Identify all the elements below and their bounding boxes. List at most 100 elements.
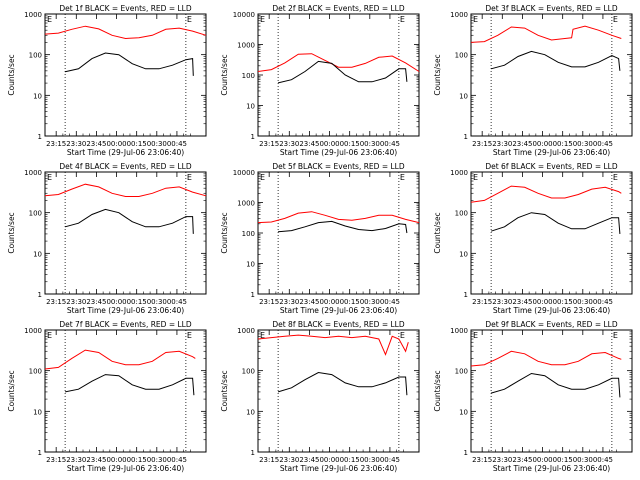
y-tick-label: 10	[459, 92, 468, 100]
e-marker-left: E	[47, 331, 52, 340]
e-marker-right: E	[613, 173, 618, 182]
y-tick-label: 1000	[450, 327, 468, 335]
y-tick-label: 10	[33, 92, 42, 100]
chart-panel-1: Det 1f BLACK = Events, RED = LLD 1 10 100 10…	[7, 4, 207, 157]
e-marker-left: E	[47, 15, 52, 24]
x-tick-label: 00:30	[573, 140, 593, 148]
plot-frame	[44, 171, 207, 295]
y-tick-label: 100	[455, 210, 468, 218]
x-tick-label: 00:00	[532, 456, 552, 464]
x-axis-label: Start Time (29-Jul-06 23:06:40)	[67, 306, 184, 315]
plot-frame	[257, 171, 420, 295]
plot-frame	[44, 329, 207, 453]
x-tick-label: 00:30	[573, 298, 593, 306]
x-tick-label: 23:15	[259, 456, 279, 464]
y-tick-label: 1000	[24, 11, 42, 19]
series-line-red	[44, 25, 207, 40]
y-tick-label: 100	[29, 368, 42, 376]
x-tick-label: 00:45	[380, 298, 400, 306]
x-tick-label: 23:15	[472, 456, 492, 464]
chart-panel-5: Det 5f BLACK = Events, RED = LLD 1 10 100 10…	[220, 162, 420, 315]
x-tick-label: 00:00	[106, 140, 126, 148]
x-tick-label: 00:15	[127, 456, 147, 464]
chart-title: Det 4f BLACK = Events, RED = LLD	[59, 162, 192, 171]
series-line-red	[44, 183, 207, 197]
e-marker-right: E	[400, 15, 405, 24]
x-tick-label: 00:00	[532, 140, 552, 148]
y-axis-label: Counts/sec	[220, 212, 229, 253]
chart-panel-6: Det 6f BLACK = Events, RED = LLD 1 10 100 10…	[433, 162, 633, 315]
y-tick-label: 1	[38, 449, 42, 457]
series-line-black	[65, 374, 195, 396]
x-tick-label: 23:45	[299, 298, 319, 306]
y-tick-label: 1000	[450, 169, 468, 177]
y-tick-label: 1	[251, 133, 255, 141]
chart-panel-9: Det 9f BLACK = Events, RED = LLD 1 10 100 10…	[433, 320, 633, 473]
series-line-black	[277, 371, 408, 396]
y-axis-label: Counts/sec	[433, 212, 442, 253]
plot-frame	[470, 171, 633, 295]
e-marker-left: E	[47, 173, 52, 182]
x-tick-label: 23:30	[66, 298, 86, 306]
x-tick-label: 00:00	[319, 140, 339, 148]
plot-frame	[257, 13, 420, 137]
x-tick-label: 23:15	[472, 140, 492, 148]
x-tick-label: 00:00	[106, 456, 126, 464]
x-tick-label: 23:15	[46, 456, 66, 464]
x-tick-label: 00:15	[553, 140, 573, 148]
x-tick-label: 00:15	[340, 456, 360, 464]
e-marker-left: E	[473, 15, 478, 24]
x-tick-label: 23:45	[299, 140, 319, 148]
x-axis-label: Start Time (29-Jul-06 23:06:40)	[493, 464, 610, 473]
e-marker-right: E	[400, 173, 405, 182]
x-axis-label: Start Time (29-Jul-06 23:06:40)	[67, 148, 184, 157]
y-tick-label: 1	[38, 291, 42, 299]
x-tick-label: 00:45	[593, 140, 613, 148]
y-tick-label: 1000	[24, 327, 42, 335]
y-axis-label: Counts/sec	[7, 212, 16, 253]
y-tick-label: 1000	[24, 169, 42, 177]
x-tick-label: 23:30	[492, 298, 512, 306]
e-marker-right: E	[187, 173, 192, 182]
series-line-red	[257, 211, 420, 224]
x-tick-label: 00:30	[360, 140, 380, 148]
x-axis-label: Start Time (29-Jul-06 23:06:40)	[493, 306, 610, 315]
chart-panel-4: Det 4f BLACK = Events, RED = LLD 1 10 100 10…	[7, 162, 207, 315]
chart-panel-7: Det 7f BLACK = Events, RED = LLD 1 10 100 10…	[7, 320, 207, 473]
x-tick-label: 00:30	[147, 456, 167, 464]
x-tick-label: 23:15	[472, 298, 492, 306]
chart-title: Det 5f BLACK = Events, RED = LLD	[272, 162, 405, 171]
x-axis-label: Start Time (29-Jul-06 23:06:40)	[280, 148, 397, 157]
chart-panel-2: Det 2f BLACK = Events, RED = LLD 1 10 100 10…	[220, 4, 420, 157]
plot-frame	[257, 329, 420, 453]
x-tick-label: 23:30	[492, 456, 512, 464]
x-tick-label: 00:30	[360, 456, 380, 464]
x-tick-label: 23:45	[512, 298, 532, 306]
y-tick-label: 10	[246, 103, 255, 111]
series-line-black	[277, 60, 408, 84]
series-line-red	[44, 349, 196, 370]
e-marker-left: E	[260, 331, 265, 340]
x-tick-label: 23:30	[279, 140, 299, 148]
x-tick-label: 23:30	[492, 140, 512, 148]
e-marker-left: E	[473, 331, 478, 340]
x-axis-label: Start Time (29-Jul-06 23:06:40)	[280, 464, 397, 473]
x-tick-label: 23:30	[279, 456, 299, 464]
y-tick-label: 1000	[237, 327, 255, 335]
x-tick-label: 00:15	[340, 298, 360, 306]
y-tick-label: 1	[251, 291, 255, 299]
x-tick-label: 23:30	[66, 456, 86, 464]
series-line-red	[470, 25, 622, 43]
series-line-red	[470, 185, 622, 203]
e-marker-right: E	[613, 331, 618, 340]
e-marker-left: E	[260, 15, 265, 24]
chart-panel-3: Det 3f BLACK = Events, RED = LLD 1 10 100 10…	[433, 4, 633, 157]
e-marker-right: E	[613, 15, 618, 24]
e-marker-left: E	[473, 173, 478, 182]
x-tick-label: 00:30	[147, 140, 167, 148]
y-tick-label: 10	[246, 261, 255, 269]
y-axis-label: Counts/sec	[7, 370, 16, 411]
y-tick-label: 10	[246, 408, 255, 416]
plot-frame	[44, 13, 207, 137]
